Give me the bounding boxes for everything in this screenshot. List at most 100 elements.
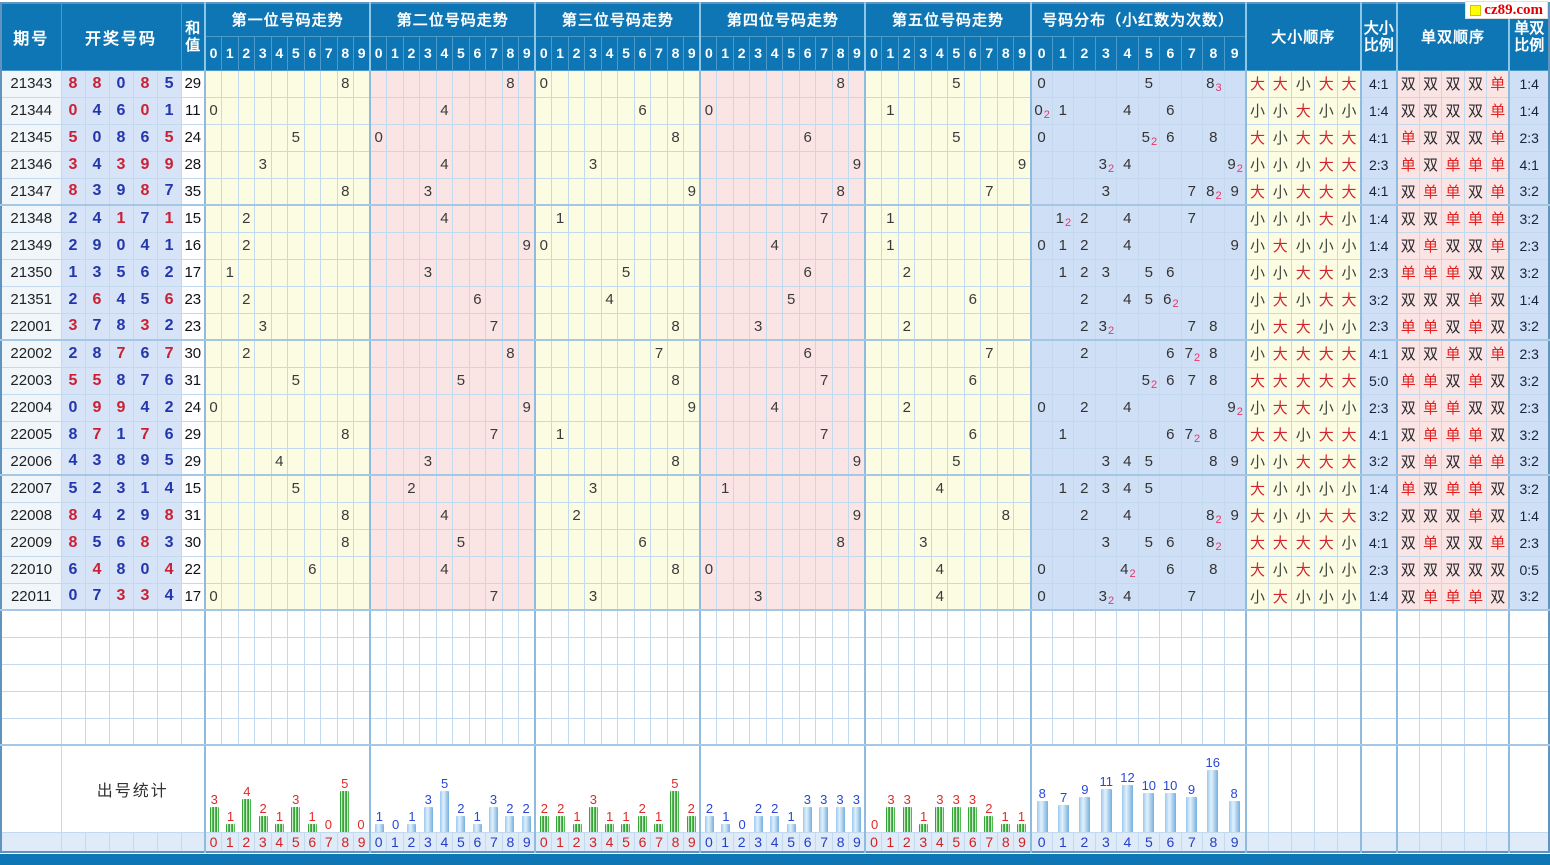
empty-cell <box>1486 663 1510 692</box>
trend-cell <box>468 447 487 476</box>
trend-cell <box>551 69 569 98</box>
big-small-ratio-cell: 1:4 <box>1359 474 1398 503</box>
trend-cell <box>831 123 850 152</box>
empty-cell <box>221 636 239 665</box>
stats-count-label: 2 <box>638 800 646 816</box>
trend-cell <box>798 231 817 260</box>
trend-cell <box>683 339 701 368</box>
dist-digit: 4 <box>1123 102 1132 119</box>
bar-slot: 1 <box>469 809 485 831</box>
dist-digit: 0 <box>1037 129 1046 146</box>
trend-cell <box>980 285 998 314</box>
dist-cell <box>1223 339 1247 368</box>
trend-cell <box>765 69 784 98</box>
trend-cell <box>254 393 272 422</box>
trend-cell <box>485 366 503 395</box>
axis-label: 3 <box>1094 831 1118 853</box>
empty-cell <box>716 663 734 692</box>
trend-cell <box>221 123 239 152</box>
empty-cell <box>749 663 767 692</box>
digit-column-header: 6 <box>1159 35 1182 71</box>
empty-cell <box>1094 636 1118 665</box>
trend-cell: 9 <box>518 393 536 422</box>
dist-digit: 0 <box>1037 561 1046 578</box>
empty-cell <box>600 636 619 665</box>
empty-cell <box>1013 609 1032 638</box>
empty-cell <box>584 609 602 638</box>
dist-cell: 1 <box>1051 258 1075 287</box>
dist-cell <box>1159 69 1182 98</box>
trend-cell <box>270 474 289 503</box>
trend-cell <box>303 96 322 125</box>
dist-digit: 2 <box>1080 480 1089 498</box>
dist-cell: 3 <box>1094 528 1118 557</box>
odd-even-cell: 双 <box>1486 501 1510 530</box>
dist-cell <box>1051 123 1075 152</box>
empty-cell <box>963 717 982 746</box>
trend-cell <box>237 150 256 179</box>
odd-even-cell: 双 <box>1463 555 1488 584</box>
axis-label: 5 <box>452 831 470 853</box>
empty-cell <box>303 663 322 692</box>
empty-cell <box>156 663 182 692</box>
trend-cell <box>221 555 239 584</box>
trend-cell <box>749 555 767 584</box>
trend-cell <box>963 393 982 422</box>
trend-cell <box>386 528 404 557</box>
dist-cell <box>1116 420 1139 449</box>
odd-even-cell: 单 <box>1418 231 1443 260</box>
big-small-cell: 小 <box>1314 393 1339 422</box>
trend-cell <box>765 339 784 368</box>
lottery-digit: 2 <box>108 501 134 530</box>
odd-even-cell: 单 <box>1441 474 1465 503</box>
trend-cell <box>716 69 734 98</box>
trend-cell <box>237 123 256 152</box>
empty-cell <box>1159 690 1182 719</box>
stats-bar <box>1000 823 1010 831</box>
big-small-cell: 小 <box>1314 231 1339 260</box>
site-logo[interactable]: cz89.com <box>1465 1 1548 19</box>
empty-cell <box>1441 717 1465 746</box>
empty-cell <box>551 663 569 692</box>
trend-cell <box>765 555 784 584</box>
trend-cell <box>287 69 305 98</box>
big-small-cell: 小 <box>1291 150 1316 179</box>
odd-even-ratio-cell: 2:3 <box>1508 123 1550 152</box>
trend-cell: 2 <box>237 285 256 314</box>
trend-cell <box>980 258 998 287</box>
big-small-cell: 小 <box>1244 231 1270 260</box>
empty-cell <box>320 609 338 638</box>
odd-even-cell: 双 <box>1486 312 1510 341</box>
trend-cell <box>881 366 899 395</box>
trend-cell <box>534 150 553 179</box>
stats-count-label: 5 <box>341 775 349 791</box>
trend-cell <box>732 204 751 233</box>
empty-cell <box>0 663 62 692</box>
trend-cell <box>815 150 833 179</box>
dist-digit: 4 <box>1123 237 1132 254</box>
trend-cell <box>617 420 635 449</box>
trend-cell <box>303 420 322 449</box>
trend-cell <box>831 204 850 233</box>
trend-cell <box>419 501 437 530</box>
trend-cell <box>815 474 833 503</box>
trend-cell <box>435 231 454 260</box>
trend-cell <box>716 528 734 557</box>
trend-cell <box>518 582 536 611</box>
trend-row: 21344 0 4 6 0 1 11 0 4 6 0 1 02 1 4 6 小小大小小 1:4 双双双双单 1:4 <box>0 96 1550 125</box>
trend-cell <box>419 96 437 125</box>
axis-label: 8 <box>1202 831 1225 853</box>
trend-cell <box>402 501 421 530</box>
bar-slot: 1 <box>271 809 287 831</box>
trend-cell <box>897 285 916 314</box>
trend-cell <box>996 393 1015 422</box>
big-small-cell: 小 <box>1268 96 1293 125</box>
lottery-digit: 2 <box>60 231 86 260</box>
trend-cell <box>534 339 553 368</box>
trend-cell <box>567 447 586 476</box>
axis-empty-cell <box>132 831 158 853</box>
empty-cell <box>980 690 998 719</box>
trend-cell <box>732 69 751 98</box>
